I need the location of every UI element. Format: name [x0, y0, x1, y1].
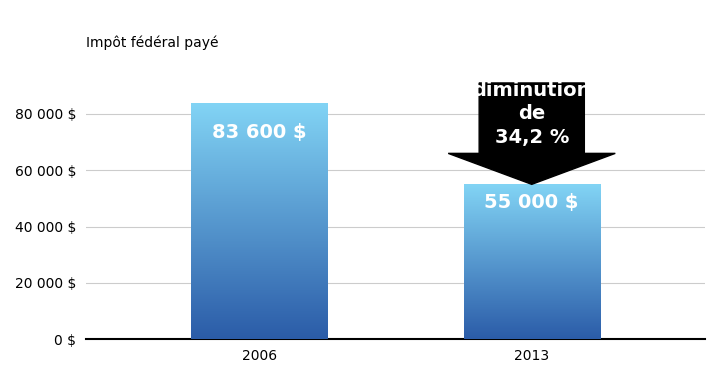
Text: diminution
de
34,2 %: diminution de 34,2 %: [472, 81, 591, 147]
Polygon shape: [449, 83, 616, 184]
Text: 55 000 $: 55 000 $: [485, 194, 579, 212]
Text: Impôt fédéral payé: Impôt fédéral payé: [86, 36, 219, 50]
Text: 83 600 $: 83 600 $: [212, 122, 307, 141]
